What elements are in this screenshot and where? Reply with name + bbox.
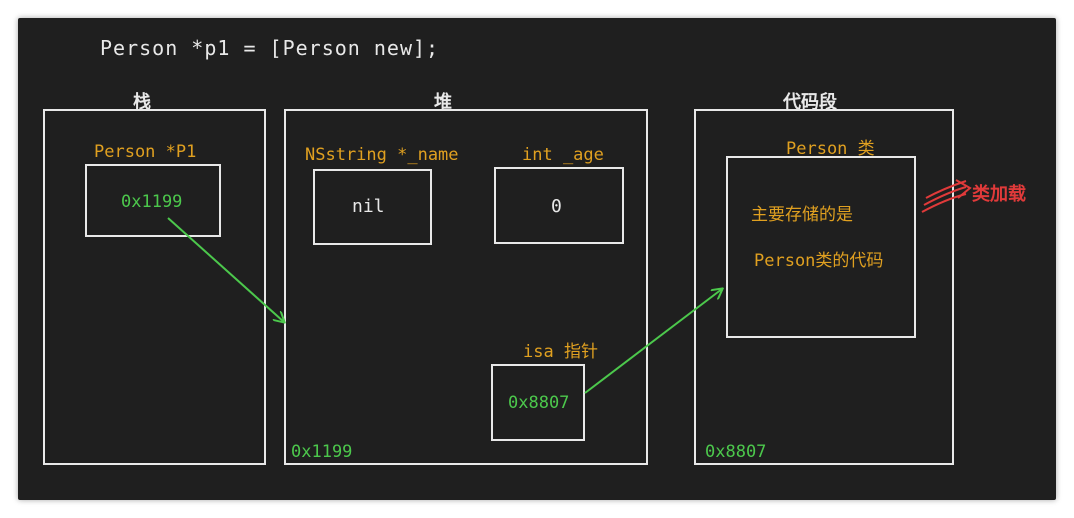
stack-title: 栈 [133,92,151,113]
heap-address: 0x1199 [291,442,353,462]
code-statement: Person *p1 = [Person new]; [100,36,440,60]
heap-isa-value: 0x8807 [508,393,570,413]
heap-isa-box [491,364,585,441]
heap-name-box [313,169,432,245]
heap-title: 堆 [434,92,452,113]
stack-var-box [85,164,221,237]
heap-age-box [494,167,624,244]
diagram-canvas [18,18,1056,500]
code-desc-line1: 主要存储的是 [751,205,853,225]
code-address: 0x8807 [705,442,767,462]
heap-age-value: 0 [551,196,562,217]
stack-var-value: 0x1199 [121,192,183,212]
code-class-box [726,156,916,338]
isa-to-class-arrow [584,289,722,394]
code-desc-line2: Person类的代码 [754,251,884,271]
heap-age-label: int _age [522,145,604,165]
code-class-label: Person 类 [786,139,875,159]
stack-region-box [43,109,266,465]
heap-name-value: nil [352,196,385,217]
heap-name-label: NSstring *_name [305,145,459,165]
code-segment-title: 代码段 [783,92,837,113]
class-load-arrow [921,179,972,213]
heap-region-box [284,109,648,465]
class-load-note: 类加载 [972,184,1026,205]
heap-isa-label: isa 指针 [523,342,598,362]
stack-to-heap-arrow [167,217,284,322]
stack-var-label: Person *P1 [94,142,197,162]
code-region-box [694,109,954,465]
